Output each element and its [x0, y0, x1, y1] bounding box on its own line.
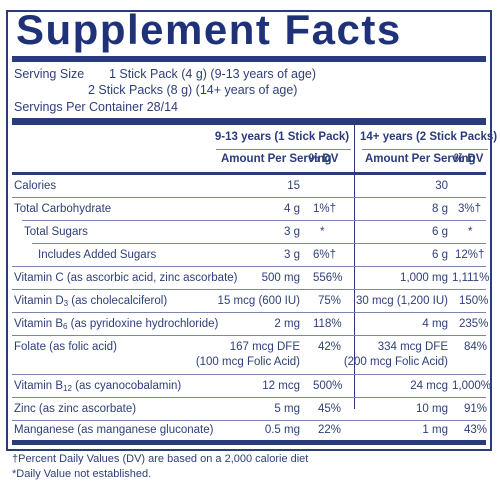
- servings-per-container: Servings Per Container 28/14: [14, 100, 178, 114]
- header-group-children: 9-13 years (1 Stick Pack): [214, 131, 350, 143]
- header-amount-children: Amount Per Serving: [221, 153, 332, 165]
- row-dv-children: 45%: [318, 403, 342, 415]
- row-divider: [32, 243, 486, 244]
- serving-size-line1: 1 Stick Pack (4 g) (9-13 years of age): [109, 67, 317, 81]
- row-dv-children: 118%: [313, 318, 342, 330]
- row-dv-children: 75%: [318, 295, 342, 307]
- row-name: Folate (as folic acid): [14, 341, 117, 353]
- panel-title: Supplement Facts: [16, 6, 402, 53]
- row-name: Includes Added Sugars: [38, 249, 157, 261]
- title-rule: [12, 56, 486, 62]
- row-name: Calories: [14, 180, 57, 192]
- footnote-dv: †Percent Daily Values (DV) are based on …: [12, 453, 309, 465]
- header-group-adults-rule: [362, 149, 488, 150]
- header-amount-adults: Amount Per Serving: [365, 153, 476, 165]
- row-divider: [12, 197, 486, 198]
- row-amount-children: 2 mg: [274, 318, 300, 330]
- row-amount-adults: 6 g: [432, 226, 448, 238]
- row-amount-adults: 30: [435, 180, 448, 192]
- row-amount-adults: 4 mg: [422, 318, 448, 330]
- row-dv-children: 1%†: [313, 203, 337, 215]
- header-dv-children: % DV: [309, 153, 339, 165]
- row-dv-adults: 150%: [459, 295, 489, 307]
- supplement-facts-panel: Supplement Facts Serving Size 1 Stick Pa…: [6, 6, 498, 451]
- row-amount-children: 500 mg: [261, 272, 300, 284]
- row-dv-adults: 43%: [464, 424, 488, 436]
- row-name: Vitamin C (as ascorbic acid, zinc ascorb…: [14, 272, 238, 284]
- row-dv-children: *: [320, 226, 325, 238]
- row-dv-children: 42%: [318, 341, 342, 353]
- row-divider: [12, 420, 486, 421]
- serving-rule: [12, 118, 486, 125]
- row-amount-children: 15: [287, 180, 300, 192]
- row-amount-children: 0.5 mg: [264, 424, 300, 436]
- row-amount-adults: 8 g: [432, 203, 448, 215]
- row-name: Vitamin B12 (as cyanocobalamin): [14, 380, 182, 393]
- row-amount-children: 167 mcg DFE: [229, 341, 300, 353]
- row-amount-adults: 334 mcg DFE: [377, 341, 448, 353]
- row-dv-adults: *: [468, 226, 473, 238]
- row-amount-children: 4 g: [284, 203, 300, 215]
- row-dv-adults: 1,111%: [452, 272, 490, 284]
- row-amount-children: 5 mg: [274, 403, 300, 415]
- row-amount-adults: 6 g: [432, 249, 448, 261]
- group-separator: [354, 122, 355, 409]
- row-amount-children-note: (100 mcg Folic Acid): [195, 356, 300, 368]
- footer-rule: [12, 440, 486, 445]
- row-divider: [12, 335, 486, 336]
- row-name: Manganese (as manganese gluconate): [14, 424, 214, 436]
- row-dv-children: 22%: [318, 424, 342, 436]
- serving-size-line2: 2 Stick Packs (8 g) (14+ years of age): [88, 83, 298, 97]
- row-dv-adults: 235%: [459, 318, 489, 330]
- row-dv-adults: 3%†: [458, 203, 482, 215]
- header-dv-adults: % DV: [454, 153, 484, 165]
- row-amount-adults: 10 mg: [416, 403, 448, 415]
- header-rule: [12, 172, 486, 175]
- row-amount-children: 3 g: [284, 249, 300, 261]
- row-dv-adults: 91%: [464, 403, 488, 415]
- row-dv-children: 556%: [313, 272, 343, 284]
- row-amount-adults: 1,000 mg: [400, 272, 448, 284]
- row-amount-adults: 30 mcg (1,200 IU): [355, 295, 448, 307]
- row-dv-adults: 1,000%: [452, 380, 492, 392]
- row-dv-adults: 12%†: [455, 249, 485, 261]
- row-divider: [12, 312, 486, 313]
- row-divider: [12, 397, 486, 398]
- row-name: Vitamin B6 (as pyridoxine hydrochloride): [14, 318, 219, 331]
- header-group-children-rule: [216, 149, 351, 150]
- row-amount-children: 3 g: [284, 226, 300, 238]
- row-amount-adults: 24 mcg: [410, 380, 448, 392]
- serving-size-label: Serving Size: [14, 67, 85, 81]
- header-group-adults: 14+ years (2 Stick Packs): [360, 131, 498, 143]
- row-divider: [22, 220, 486, 221]
- row-amount-adults: 1 mg: [422, 424, 448, 436]
- row-amount-adults-note: (200 mcg Folic Acid): [343, 356, 448, 368]
- footnote-not-established: *Daily Value not established.: [12, 468, 152, 480]
- row-dv-children: 6%†: [313, 249, 337, 261]
- row-name: Vitamin D3 (as cholecalciferol): [14, 295, 168, 308]
- row-dv-children: 500%: [313, 380, 343, 392]
- row-name: Total Carbohydrate: [14, 203, 112, 215]
- row-dv-adults: 84%: [464, 341, 488, 353]
- row-name: Total Sugars: [24, 226, 88, 238]
- row-divider: [12, 266, 486, 267]
- row-amount-children: 12 mcg: [262, 380, 300, 392]
- row-name: Zinc (as zinc ascorbate): [14, 403, 137, 415]
- row-amount-children: 15 mcg (600 IU): [217, 295, 300, 307]
- row-divider: [12, 374, 486, 375]
- row-divider: [12, 289, 486, 290]
